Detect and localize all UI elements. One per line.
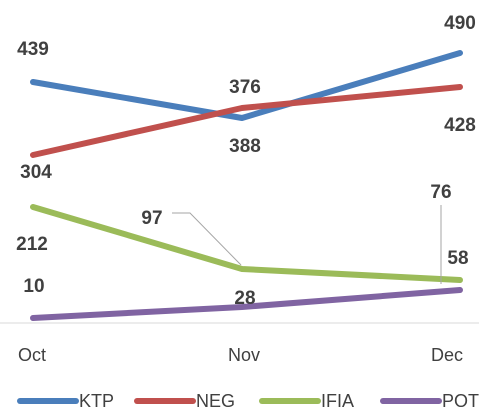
x-tick-label-nov: Nov xyxy=(228,345,260,365)
data-label-pot-nov: 28 xyxy=(234,288,255,309)
x-tick-labels: Oct Nov Dec xyxy=(18,345,463,365)
data-labels: 439 388 490 304 376 428 212 97 58 10 28 76 xyxy=(16,13,476,309)
x-tick-label-oct: Oct xyxy=(18,345,46,365)
series-line-neg xyxy=(30,84,463,158)
legend-label-neg: NEG xyxy=(196,391,235,411)
leader-lines xyxy=(172,205,442,284)
series-line-ifia xyxy=(30,204,463,283)
data-label-ktp-oct: 439 xyxy=(17,39,49,60)
data-label-neg-oct: 304 xyxy=(20,162,52,183)
x-tick-label-dec: Dec xyxy=(431,345,463,365)
series-layer xyxy=(30,50,463,321)
series-line-pot xyxy=(30,287,463,321)
data-label-ifia-nov: 97 xyxy=(141,208,162,229)
legend-item-pot: POT xyxy=(380,391,479,411)
data-label-ifia-oct: 212 xyxy=(16,234,48,255)
leader-line-ifia-nov xyxy=(172,212,242,266)
legend-item-ifia: IFIA xyxy=(259,391,354,411)
data-label-ifia-dec: 58 xyxy=(447,248,468,269)
data-label-ktp-nov: 388 xyxy=(229,136,261,157)
data-label-pot-oct: 10 xyxy=(23,276,44,297)
data-label-neg-nov: 376 xyxy=(229,77,261,98)
legend-label-ifia: IFIA xyxy=(321,391,354,411)
legend-item-neg: NEG xyxy=(134,391,235,411)
data-label-ktp-dec: 490 xyxy=(444,13,476,34)
legend-label-ktp: KTP xyxy=(79,391,114,411)
legend: KTP NEG IFIA POT xyxy=(17,391,479,411)
data-label-pot-dec: 76 xyxy=(430,182,451,203)
series-line-ktp xyxy=(30,50,463,121)
data-label-neg-dec: 428 xyxy=(444,115,476,136)
legend-label-pot: POT xyxy=(442,391,479,411)
legend-item-ktp: KTP xyxy=(17,391,114,411)
